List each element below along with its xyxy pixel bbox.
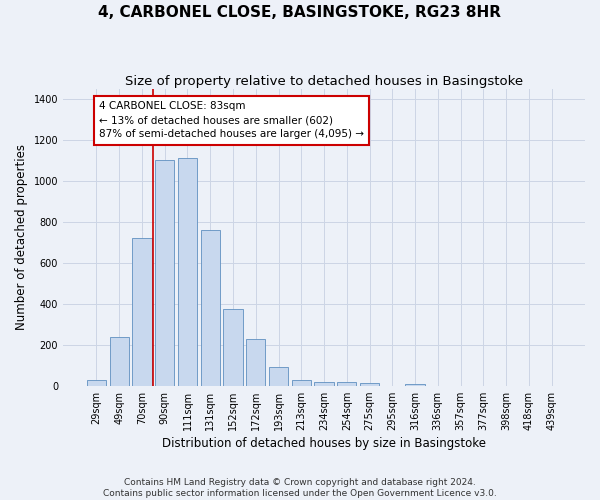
- Bar: [223, 309, 242, 386]
- Text: 4, CARBONEL CLOSE, BASINGSTOKE, RG23 8HR: 4, CARBONEL CLOSE, BASINGSTOKE, RG23 8HR: [98, 5, 502, 20]
- Bar: [178, 158, 197, 386]
- Bar: [87, 380, 106, 386]
- Bar: [314, 382, 334, 386]
- Text: Contains HM Land Registry data © Crown copyright and database right 2024.
Contai: Contains HM Land Registry data © Crown c…: [103, 478, 497, 498]
- Title: Size of property relative to detached houses in Basingstoke: Size of property relative to detached ho…: [125, 75, 523, 88]
- Bar: [406, 384, 425, 386]
- Bar: [246, 339, 265, 386]
- Bar: [110, 336, 129, 386]
- Bar: [200, 230, 220, 386]
- X-axis label: Distribution of detached houses by size in Basingstoke: Distribution of detached houses by size …: [162, 437, 486, 450]
- Bar: [132, 238, 152, 386]
- Y-axis label: Number of detached properties: Number of detached properties: [15, 144, 28, 330]
- Bar: [155, 160, 175, 386]
- Bar: [292, 380, 311, 386]
- Bar: [360, 383, 379, 386]
- Text: 4 CARBONEL CLOSE: 83sqm
← 13% of detached houses are smaller (602)
87% of semi-d: 4 CARBONEL CLOSE: 83sqm ← 13% of detache…: [99, 102, 364, 140]
- Bar: [337, 382, 356, 386]
- Bar: [269, 368, 288, 386]
